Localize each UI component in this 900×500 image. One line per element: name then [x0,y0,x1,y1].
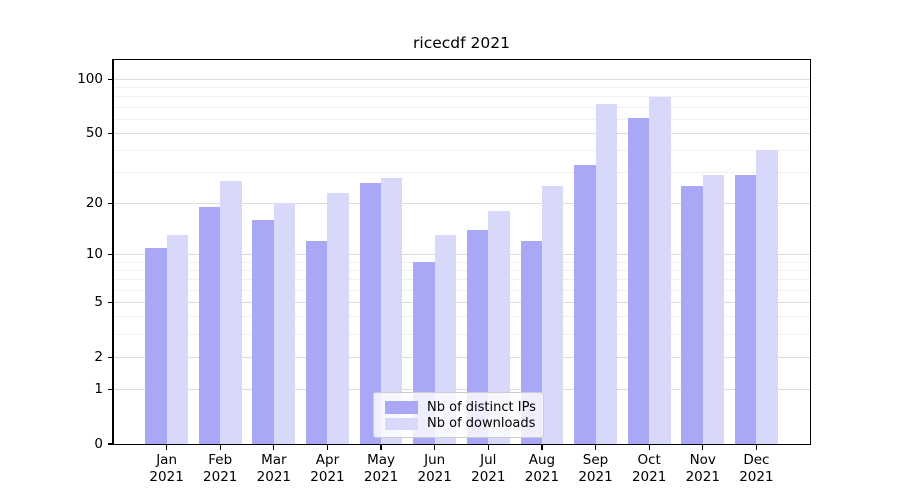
bar-ips-feb [198,207,221,444]
bar-ips-sep [574,165,596,444]
legend: Nb of distinct IPs Nb of downloads [373,392,544,438]
bar-ips-may [359,183,382,444]
x-tick-label: Nov 2021 [685,452,720,485]
spine-right [810,59,812,446]
bar-ips-nov [681,186,703,444]
legend-label-ips: Nb of distinct IPs [427,399,536,415]
x-tick-mark [380,445,382,450]
y-tick-mark [107,301,112,304]
x-tick-mark [541,445,543,450]
x-tick-mark [273,445,275,450]
bar-downloads-feb [220,180,242,444]
gridline-minor [113,333,810,335]
gridline-minor [113,172,810,174]
x-tick-label: Dec 2021 [739,452,774,485]
gridline-major [113,301,810,303]
x-tick-label: Feb 2021 [203,452,238,485]
spine-left [112,59,114,446]
x-tick-mark [165,445,168,450]
bar-ips-jan [145,247,167,444]
y-tick-label: 1 [94,380,103,397]
legend-item-distinct-ips: Nb of distinct IPs [385,399,536,416]
y-tick-label: 0 [94,435,103,452]
y-tick-label: 50 [85,124,103,141]
bar-ips-apr [306,241,328,444]
bar-downloads-jan [166,235,188,444]
y-tick-label: 2 [94,348,103,365]
x-tick-label: Sep 2021 [578,452,613,485]
x-tick-mark [702,445,704,450]
bar-downloads-sep [595,103,617,444]
gridline-major [113,202,810,204]
y-tick-label: 20 [85,194,103,211]
bar-downloads-nov [702,175,725,444]
x-tick-mark [434,445,436,450]
bar-downloads-jun [434,235,457,444]
y-tick-label: 100 [77,70,103,87]
y-tick-mark [107,388,112,390]
bar-downloads-dec [756,150,778,444]
bar-ips-oct [627,117,650,444]
x-tick-label: Mar 2021 [256,452,292,485]
x-tick-mark [755,445,758,450]
spine-bottom [112,444,812,446]
x-tick-mark [487,445,489,450]
y-tick-mark [107,78,112,80]
gridline-minor [113,261,810,263]
gridline-major [113,356,810,358]
gridline-minor [113,118,810,120]
y-tick-mark [107,253,112,256]
x-tick-label: Jan 2021 [149,452,184,485]
gridline-major [113,132,810,134]
gridline-minor [113,149,810,151]
y-tick-label: 5 [94,293,103,310]
gridline-major [113,388,810,390]
y-tick-mark [107,132,112,134]
x-tick-label: Jun 2021 [417,452,452,485]
bar-downloads-aug [541,186,564,444]
gridline-minor [113,106,810,108]
x-tick-label: May 2021 [363,452,399,485]
legend-label-downloads: Nb of downloads [427,416,536,432]
x-tick-mark [594,445,597,450]
chart-title: ricecdf 2021 [413,34,510,52]
bar-ips-mar [252,220,274,444]
gridline-minor [113,279,810,281]
bar-downloads-may [381,177,403,444]
gridline-minor [113,269,810,271]
x-tick-mark [219,445,221,450]
x-tick-label: Aug 2021 [524,452,560,485]
x-tick-label: Oct 2021 [631,452,667,485]
legend-swatch-ips [385,401,418,414]
gridline-minor [113,86,810,88]
legend-item-downloads: Nb of downloads [385,416,536,433]
bar-downloads-oct [649,96,671,444]
gridline-minor [113,289,810,291]
x-tick-label: Jul 2021 [471,452,506,485]
bar-ips-jul [466,229,489,444]
bar-downloads-apr [327,192,349,444]
gridline-major [113,78,810,80]
legend-swatch-downloads [385,417,418,430]
spine-top [112,59,812,61]
gridline-minor [113,96,810,98]
gridline-major [113,253,810,255]
y-tick-mark [107,356,112,358]
x-tick-mark [326,445,329,450]
bar-downloads-mar [273,203,296,444]
bar-ips-dec [734,175,757,444]
x-tick-mark [648,445,650,450]
y-tick-mark [107,443,112,445]
plot-area [113,60,810,444]
y-tick-mark [107,202,112,204]
gridline-minor [113,316,810,318]
y-tick-label: 10 [85,245,103,262]
bar-downloads-jul [488,211,510,444]
x-tick-label: Apr 2021 [310,452,345,485]
